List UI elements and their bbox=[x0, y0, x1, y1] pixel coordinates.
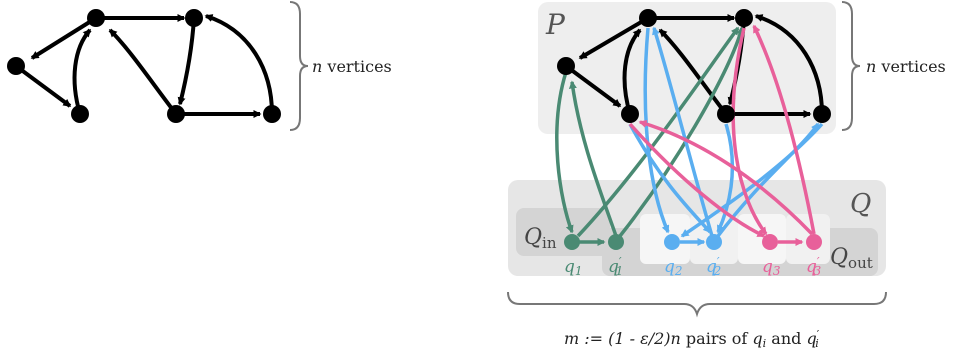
vertex bbox=[87, 9, 105, 27]
pink-edges bbox=[628, 24, 816, 246]
pair-slot bbox=[738, 214, 786, 264]
q-vertex-labels: q1 q′ 1 q2 q′ 2 q3 q′ 3 bbox=[564, 255, 822, 278]
p-edge bbox=[564, 64, 622, 108]
teal-edge bbox=[618, 26, 745, 238]
vertex-q3-prime bbox=[806, 234, 822, 250]
left-edge bbox=[177, 17, 196, 106]
left-brace-label: n vertices bbox=[312, 57, 392, 76]
q1-prime-label: q′ 1 bbox=[608, 255, 623, 278]
p-edge bbox=[578, 16, 650, 60]
q2-prime-label: q′ 2 bbox=[706, 255, 721, 278]
blue-edge bbox=[643, 27, 670, 234]
pink-edge bbox=[628, 122, 766, 238]
q3-prime-label: q′ 3 bbox=[806, 255, 822, 278]
bottom-brace bbox=[507, 291, 887, 318]
p-edge bbox=[658, 28, 728, 116]
vertex bbox=[717, 105, 735, 123]
bottom-caption: m := (1 - ε/2)n pairs of qi and q′ i bbox=[564, 328, 820, 350]
q-in-label: Qin bbox=[524, 225, 557, 252]
left-edge bbox=[108, 28, 178, 116]
left-edge bbox=[14, 64, 72, 108]
blue-edge bbox=[652, 26, 714, 237]
vertex bbox=[71, 105, 89, 123]
blue-edge bbox=[716, 123, 735, 234]
vertex bbox=[735, 9, 753, 27]
left-vertices bbox=[7, 9, 281, 123]
vertex bbox=[185, 9, 203, 27]
teal-edge bbox=[555, 71, 574, 234]
vertex bbox=[263, 105, 281, 123]
vertex bbox=[813, 105, 831, 123]
teal-edge bbox=[576, 26, 740, 238]
vertex bbox=[639, 9, 657, 27]
q-vertices bbox=[564, 234, 822, 250]
box-q-in bbox=[516, 208, 610, 256]
vertex-q1 bbox=[564, 234, 580, 250]
box-q-label: Q bbox=[850, 189, 871, 219]
vertex-q1-prime bbox=[608, 234, 624, 250]
vertex-q3 bbox=[762, 234, 778, 250]
right-brace bbox=[841, 1, 861, 131]
left-edge bbox=[72, 28, 92, 115]
vertex-q2 bbox=[664, 234, 680, 250]
pink-edge bbox=[752, 24, 816, 235]
box-p-label: P bbox=[545, 8, 566, 41]
pink-edge bbox=[731, 27, 768, 236]
vertex bbox=[557, 57, 575, 75]
p-edge bbox=[754, 14, 824, 115]
vertex bbox=[621, 105, 639, 123]
teal-edges bbox=[555, 26, 745, 246]
vertex bbox=[7, 57, 25, 75]
q2-label: q2 bbox=[664, 257, 683, 278]
p-edge bbox=[622, 28, 642, 115]
blue-edge bbox=[628, 123, 712, 234]
right-brace-label: n vertices bbox=[866, 57, 946, 76]
left-edge bbox=[204, 14, 274, 115]
teal-edge bbox=[568, 80, 618, 237]
left-edge bbox=[30, 16, 98, 60]
blue-edge bbox=[680, 122, 824, 238]
p-graph bbox=[564, 14, 824, 118]
p-vertices bbox=[557, 9, 831, 123]
vertex-q2-prime bbox=[706, 234, 722, 250]
left-graph bbox=[14, 14, 274, 118]
left-brace bbox=[289, 1, 309, 131]
pink-edge bbox=[638, 120, 814, 236]
q1-label: q1 bbox=[564, 257, 583, 278]
q-out-label: Qout bbox=[830, 245, 873, 272]
q3-label: q3 bbox=[762, 257, 781, 278]
vertex bbox=[167, 105, 185, 123]
